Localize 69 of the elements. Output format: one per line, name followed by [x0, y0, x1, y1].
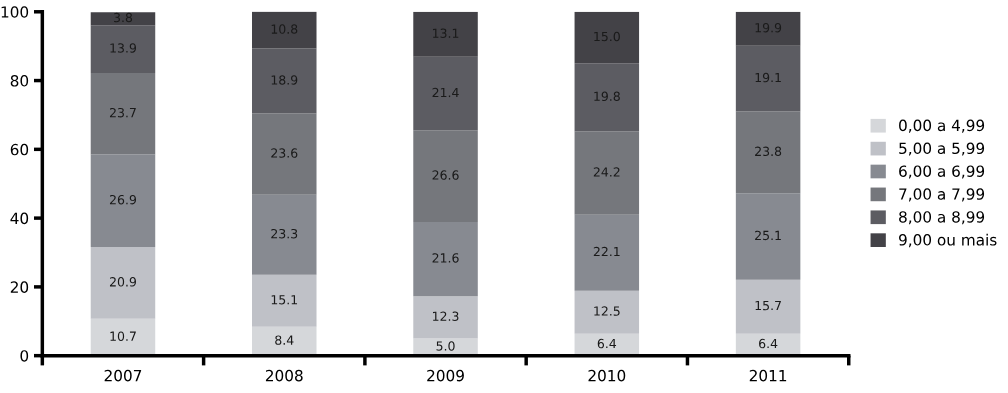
bar: [574, 131, 640, 215]
bar: [252, 113, 317, 195]
bar: [90, 247, 156, 319]
bar: [413, 56, 478, 131]
x-tick-label: 2009: [427, 369, 464, 382]
y-tick-label: 60: [10, 143, 29, 156]
text: 25.1: [755, 230, 781, 241]
bar: [574, 214, 640, 291]
text: 10.7: [110, 331, 136, 341]
y-tick-label: 40: [10, 212, 29, 225]
bar: [252, 326, 317, 356]
legend-label: 0,00 a 4,99: [899, 119, 985, 133]
text: 6.4: [597, 338, 617, 349]
text: 23.8: [755, 146, 782, 157]
bar: [735, 279, 801, 334]
y-tick-label: 100: [1, 6, 29, 18]
text: 15.7: [755, 301, 781, 311]
y-tick-label: 0: [20, 350, 29, 362]
bar: [735, 193, 801, 280]
legend-label: 9,00 ou mais: [899, 233, 997, 248]
text: 26.9: [109, 194, 137, 205]
x-tick-label: 2007: [104, 369, 142, 382]
bar: [735, 11, 801, 46]
bar: [413, 130, 478, 222]
text: 21.4: [432, 87, 459, 98]
text: 5.0: [436, 341, 455, 351]
text: 15.1: [271, 295, 298, 305]
x-tick-label: 2008: [265, 369, 303, 382]
bar: [252, 48, 317, 114]
bar: [413, 221, 478, 297]
bar: [574, 63, 640, 132]
bar: [90, 154, 156, 247]
bar: [413, 296, 478, 339]
bar: [90, 25, 156, 73]
text: 19.1: [755, 72, 781, 83]
legend-label: 7,00 a 7,99: [899, 188, 985, 202]
text: 21.6: [432, 253, 459, 263]
text: 26.6: [432, 170, 459, 180]
y-tick-label: 20: [10, 281, 29, 293]
y-tick-label: 80: [10, 75, 29, 87]
bar: [90, 318, 156, 356]
bar: [252, 274, 317, 327]
bar: [252, 194, 317, 275]
text: 8.4: [275, 335, 294, 345]
text: 12.5: [594, 306, 620, 316]
bar: [735, 45, 801, 112]
legend-label: 5,00 a 5,99: [899, 142, 985, 156]
bar: [252, 11, 317, 49]
text: 19.8: [594, 91, 620, 102]
bar: [735, 111, 801, 194]
text: 23.6: [271, 148, 298, 158]
x-tick-label: 2011: [749, 369, 787, 382]
text: 23.3: [271, 228, 298, 239]
text: 23.7: [109, 107, 136, 118]
text: 12.3: [432, 311, 459, 321]
x-tick-label: 2010: [588, 369, 626, 382]
text: 20.9: [109, 277, 137, 287]
legend-label: 6,00 a 6,99: [899, 165, 985, 179]
text: 18.9: [271, 75, 298, 85]
legend-label: 8,00 a 8,99: [899, 211, 985, 225]
bar: [574, 290, 640, 334]
text: 13.9: [110, 43, 137, 53]
bar: [413, 11, 478, 57]
bar: [574, 11, 640, 64]
bar: [90, 12, 156, 26]
text: 6.4: [759, 338, 778, 349]
bar: [90, 73, 156, 155]
text: 24.2: [593, 167, 620, 177]
text: 22.1: [593, 246, 620, 257]
